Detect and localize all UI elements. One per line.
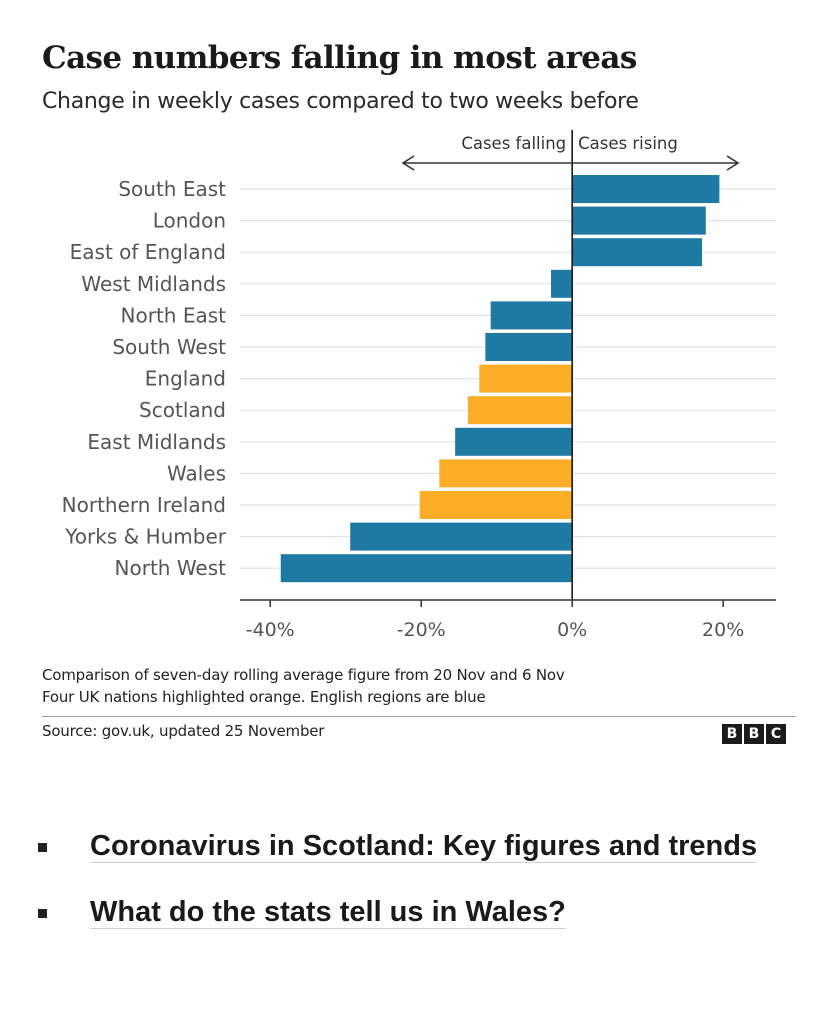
bar	[467, 396, 573, 425]
bar	[572, 175, 720, 203]
bullet-icon	[38, 843, 47, 852]
x-tick-label: 20%	[702, 619, 744, 641]
category-label: England	[145, 367, 226, 391]
arrow-left-icon	[401, 155, 415, 171]
chart-title: Case numbers falling in most areas	[42, 40, 637, 76]
direction-label-falling: Cases falling	[461, 134, 566, 153]
list-item: What do the stats tell us in Wales?	[38, 892, 798, 932]
x-tick-label: 0%	[557, 619, 587, 641]
category-label: East of England	[70, 240, 226, 264]
related-links: Coronavirus in Scotland: Key figures and…	[38, 826, 798, 958]
bar	[485, 333, 573, 361]
bar	[551, 269, 573, 298]
bbc-logo: B B C	[722, 724, 786, 744]
category-label: North East	[121, 303, 227, 327]
bbc-logo-letter: C	[766, 724, 786, 744]
chart-note: Four UK nations highlighted orange. Engl…	[42, 688, 486, 706]
direction-label-rising: Cases rising	[578, 134, 678, 153]
chart-subtitle: Change in weekly cases compared to two w…	[42, 89, 639, 114]
bar	[572, 238, 703, 267]
bar	[490, 301, 573, 330]
bar	[350, 522, 573, 551]
category-label: North West	[115, 556, 227, 580]
category-label: London	[153, 209, 226, 233]
bullet-icon	[38, 909, 47, 918]
arrow-right-icon	[726, 155, 740, 171]
bbc-logo-letter: B	[744, 724, 764, 744]
related-link[interactable]: Coronavirus in Scotland: Key figures and…	[90, 830, 758, 863]
bar	[439, 459, 573, 488]
footer-divider	[42, 716, 796, 717]
chart-note: Comparison of seven-day rolling average …	[42, 666, 565, 684]
category-label: East Midlands	[87, 430, 226, 454]
bbc-logo-letter: B	[722, 724, 742, 744]
bar	[280, 554, 573, 583]
x-tick-label: -40%	[246, 619, 295, 641]
category-label: West Midlands	[81, 272, 226, 296]
category-label: Yorks & Humber	[64, 525, 227, 549]
category-label: Northern Ireland	[62, 493, 226, 517]
related-link[interactable]: What do the stats tell us in Wales?	[90, 896, 566, 929]
category-label: South West	[112, 335, 226, 359]
category-label: Scotland	[139, 398, 226, 422]
bar	[479, 364, 573, 393]
list-item: Coronavirus in Scotland: Key figures and…	[38, 826, 798, 866]
source-text: Source: gov.uk, updated 25 November	[42, 722, 325, 740]
category-label: Wales	[167, 461, 226, 485]
category-label: South East	[118, 177, 226, 201]
x-tick-label: -20%	[397, 619, 446, 641]
bar	[572, 206, 706, 235]
bar	[455, 427, 573, 456]
bar	[419, 491, 573, 519]
bar-chart: South East London East of England West Midl…	[62, 130, 776, 641]
